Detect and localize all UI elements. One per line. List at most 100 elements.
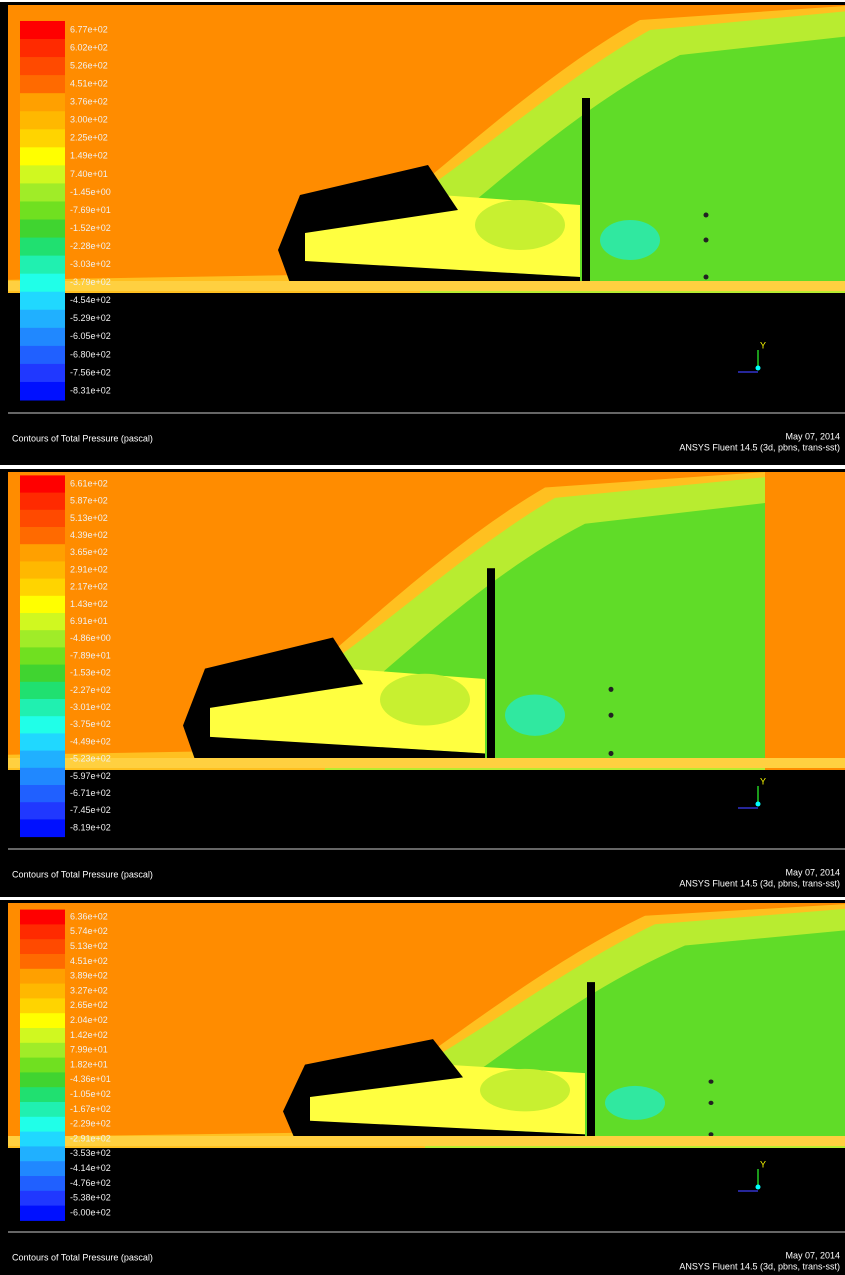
legend-label: 5.87e+02 xyxy=(70,496,108,506)
legend-label: -5.97e+02 xyxy=(70,771,111,781)
legend-swatch xyxy=(20,1191,65,1206)
legend-label: 2.04e+02 xyxy=(70,1015,108,1025)
legend-label: -2.91e+02 xyxy=(70,1133,111,1143)
software: ANSYS Fluent 14.5 (3d, pbns, trans-sst) xyxy=(679,878,840,888)
legend-label: -5.38e+02 xyxy=(70,1193,111,1203)
legend-label: -3.53e+02 xyxy=(70,1148,111,1158)
legend-swatch xyxy=(20,802,65,820)
legend-label: -3.01e+02 xyxy=(70,702,111,712)
legend-swatch xyxy=(20,382,65,401)
legend-label: 1.49e+02 xyxy=(70,151,108,161)
legend-swatch xyxy=(20,39,65,58)
legend-label: -1.05e+02 xyxy=(70,1089,111,1099)
legend-swatch xyxy=(20,1087,65,1102)
legend-label: -8.31e+02 xyxy=(70,385,111,395)
legend-label: -6.05e+02 xyxy=(70,331,111,341)
legend-swatch xyxy=(20,1013,65,1028)
legend-swatch xyxy=(20,201,65,220)
triad-origin xyxy=(756,366,761,371)
ground-band xyxy=(8,281,845,291)
legend-label: 2.65e+02 xyxy=(70,1000,108,1010)
legend-swatch xyxy=(20,1206,65,1221)
legend-swatch xyxy=(20,21,65,40)
legend-label: -4.54e+02 xyxy=(70,295,111,305)
legend-swatch xyxy=(20,147,65,166)
legend-swatch xyxy=(20,733,65,751)
legend-swatch xyxy=(20,183,65,202)
low-pressure-core xyxy=(605,1086,665,1120)
legend-label: -7.45e+02 xyxy=(70,805,111,815)
legend-label: 2.25e+02 xyxy=(70,133,108,143)
legend-swatch xyxy=(20,129,65,148)
caption: Contours of Total Pressure (pascal) xyxy=(12,1252,153,1262)
software: ANSYS Fluent 14.5 (3d, pbns, trans-sst) xyxy=(679,1261,840,1271)
legend-swatch xyxy=(20,256,65,275)
legend-label: 5.74e+02 xyxy=(70,926,108,936)
legend-swatch xyxy=(20,310,65,329)
legend-label: -6.71e+02 xyxy=(70,788,111,798)
legend-swatch xyxy=(20,510,65,528)
caption: Contours of Total Pressure (pascal) xyxy=(12,433,153,443)
legend-label: 1.82e+01 xyxy=(70,1059,108,1069)
legend-swatch xyxy=(20,561,65,579)
legend-label: 6.36e+02 xyxy=(70,911,108,921)
cavity-vortex xyxy=(480,1069,570,1112)
legend-swatch xyxy=(20,984,65,999)
legend-label: 6.77e+02 xyxy=(70,24,108,34)
legend-swatch xyxy=(20,364,65,383)
legend-label: 4.51e+02 xyxy=(70,956,108,966)
legend-label: 7.40e+01 xyxy=(70,169,108,179)
cavity-vortex xyxy=(475,200,565,250)
legend-label: -2.28e+02 xyxy=(70,241,111,251)
probe xyxy=(609,751,614,756)
contour-panel: 6.61e+025.87e+025.13e+024.39e+023.65e+02… xyxy=(0,469,845,897)
legend-swatch xyxy=(20,346,65,365)
legend-label: 3.65e+02 xyxy=(70,547,108,557)
legend-label: 3.00e+02 xyxy=(70,115,108,125)
legend-swatch xyxy=(20,1028,65,1043)
legend-label: 5.13e+02 xyxy=(70,513,108,523)
legend-label: -2.29e+02 xyxy=(70,1119,111,1129)
legend-label: 7.99e+01 xyxy=(70,1045,108,1055)
legend-swatch xyxy=(20,699,65,717)
legend-swatch xyxy=(20,220,65,239)
legend-label: -1.67e+02 xyxy=(70,1104,111,1114)
legend-swatch xyxy=(20,682,65,700)
legend-label: 2.17e+02 xyxy=(70,582,108,592)
probe xyxy=(704,238,709,243)
probe xyxy=(609,687,614,692)
legend-label: -4.36e+01 xyxy=(70,1074,111,1084)
legend-swatch xyxy=(20,969,65,984)
legend-swatch xyxy=(20,1132,65,1147)
legend-swatch xyxy=(20,1117,65,1132)
date: May 07, 2014 xyxy=(785,1250,840,1260)
legend-swatch xyxy=(20,1102,65,1117)
legend-label: 6.02e+02 xyxy=(70,42,108,52)
probe xyxy=(709,1080,714,1084)
legend-swatch xyxy=(20,274,65,293)
legend-swatch xyxy=(20,1072,65,1087)
triad-label: Y xyxy=(760,340,766,350)
legend-swatch xyxy=(20,165,65,184)
legend-label: -3.75e+02 xyxy=(70,719,111,729)
legend-label: -5.29e+02 xyxy=(70,313,111,323)
legend-swatch xyxy=(20,93,65,112)
plate xyxy=(487,568,495,759)
legend-swatch xyxy=(20,238,65,257)
probe xyxy=(704,275,709,280)
legend-label: -7.56e+02 xyxy=(70,367,111,377)
legend-label: 2.91e+02 xyxy=(70,564,108,574)
legend-swatch xyxy=(20,579,65,597)
legend-label: 1.42e+02 xyxy=(70,1030,108,1040)
legend-swatch xyxy=(20,475,65,493)
low-pressure-core xyxy=(505,694,565,735)
legend-swatch xyxy=(20,75,65,94)
low-pressure-core xyxy=(600,220,660,260)
legend-label: -2.27e+02 xyxy=(70,685,111,695)
legend-label: 4.39e+02 xyxy=(70,530,108,540)
plate xyxy=(582,98,590,283)
legend-swatch xyxy=(20,716,65,734)
caption: Contours of Total Pressure (pascal) xyxy=(12,869,153,879)
cavity-vortex xyxy=(380,674,470,726)
contour-panel: 6.77e+026.02e+025.26e+024.51e+023.76e+02… xyxy=(0,2,845,465)
